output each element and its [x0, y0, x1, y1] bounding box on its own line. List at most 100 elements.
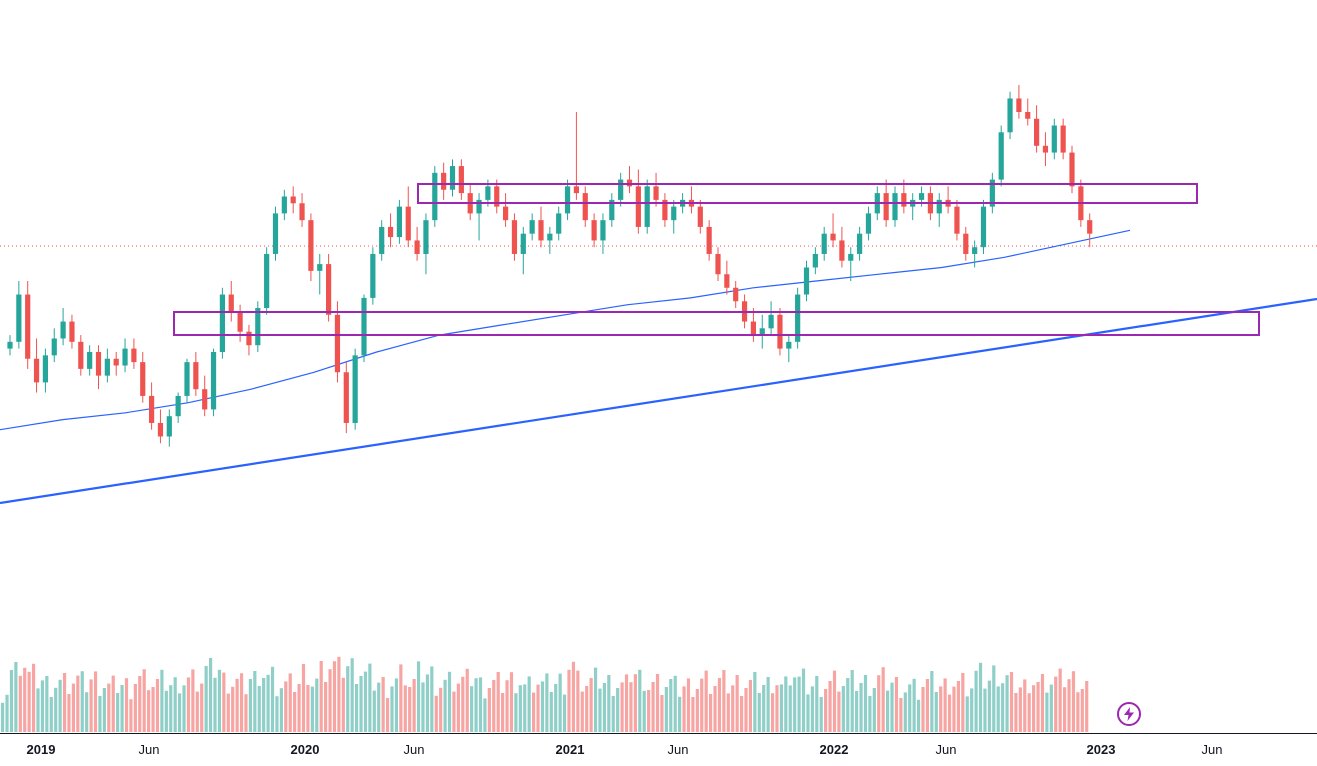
volume-bar — [399, 664, 403, 732]
volume-bar — [301, 664, 306, 732]
volume-bar — [385, 698, 390, 732]
volume-bar — [235, 678, 239, 732]
candle — [7, 335, 13, 356]
candle — [1007, 91, 1013, 140]
candle-body — [892, 193, 898, 221]
candle-body — [175, 395, 181, 417]
candle-body — [449, 166, 456, 190]
volume-bar — [514, 693, 518, 732]
volume-bar — [1067, 679, 1071, 732]
candle-body — [963, 233, 969, 254]
volume-bar — [1058, 668, 1062, 732]
volume-bar — [262, 678, 266, 732]
volume-bar — [965, 696, 969, 732]
candle — [547, 226, 553, 254]
volume-bar — [45, 676, 49, 732]
time-tick-label: Jun — [1202, 742, 1223, 757]
candle — [494, 179, 500, 214]
volume-bar — [390, 686, 394, 732]
volume-bar — [111, 675, 115, 732]
volume-bar — [943, 678, 947, 732]
volume-bar — [678, 696, 682, 732]
volume-bar — [355, 684, 359, 732]
volume-bar — [341, 677, 345, 732]
candle — [131, 338, 137, 369]
volume-bar — [673, 675, 677, 732]
volume-bar — [1001, 683, 1005, 732]
volume-bar — [837, 691, 841, 732]
candle-body — [476, 199, 482, 214]
volume-bar — [1040, 674, 1045, 732]
candle — [582, 186, 588, 227]
volume-bar — [89, 679, 93, 732]
candle-body — [848, 253, 854, 261]
candle-body — [1069, 152, 1075, 187]
candle-body — [733, 287, 739, 302]
candle-body — [423, 220, 429, 254]
volume-bar — [319, 661, 323, 732]
candle-body — [1034, 118, 1040, 146]
volume-bar — [589, 678, 593, 732]
candle-body — [547, 233, 553, 241]
support-trendline[interactable] — [0, 297, 1317, 505]
candle — [255, 301, 261, 352]
volume-bar — [717, 678, 722, 732]
candle — [78, 335, 84, 376]
candle-body — [618, 179, 624, 200]
volume-bar — [204, 666, 208, 732]
candle — [458, 159, 464, 200]
candle-body — [246, 331, 252, 346]
volume-bar — [872, 688, 876, 732]
volume-bar — [598, 688, 602, 732]
volume-bar — [23, 667, 27, 732]
volume-bar — [558, 673, 562, 732]
candle — [414, 226, 420, 261]
candle-body — [140, 362, 146, 396]
candle — [989, 172, 995, 214]
volume-bar — [284, 681, 288, 732]
support-zone-box[interactable] — [173, 311, 1260, 336]
candle — [308, 213, 314, 281]
volume-bar — [200, 683, 204, 732]
volume-bar — [793, 677, 797, 732]
lightning-bolt-icon[interactable] — [1117, 702, 1141, 726]
resistance-zone-box[interactable] — [417, 183, 1198, 204]
volume-bar — [987, 680, 991, 732]
candle — [33, 338, 40, 393]
volume-bar — [31, 663, 36, 732]
candle — [51, 328, 57, 363]
candle-body — [883, 193, 889, 221]
candle — [688, 186, 695, 214]
moving-average-line — [0, 229, 1131, 431]
volume-bar — [899, 698, 903, 732]
volume-bar — [961, 673, 965, 732]
candle — [609, 193, 615, 227]
volume-bar — [155, 679, 160, 732]
candle — [998, 125, 1004, 187]
candle — [210, 348, 217, 417]
candle — [503, 193, 509, 227]
candle-body — [25, 294, 31, 359]
candle — [1034, 105, 1040, 153]
candle-body — [529, 220, 535, 234]
volume-bar — [925, 679, 930, 732]
volume-bar — [576, 670, 580, 732]
candle — [573, 112, 579, 200]
candle — [520, 226, 526, 275]
candle-body — [830, 233, 836, 241]
volume-bar — [567, 669, 571, 732]
candle — [441, 162, 447, 200]
volume-bar — [952, 686, 956, 732]
candle — [264, 247, 270, 315]
time-tick-label: Jun — [404, 742, 425, 757]
volume-bar — [784, 676, 788, 732]
volume-bar — [116, 693, 120, 732]
volume-bar — [762, 685, 766, 732]
candle-body — [113, 358, 119, 366]
candle-body — [210, 351, 217, 410]
volume-bar — [434, 695, 438, 732]
candle — [317, 253, 323, 295]
volume-bar — [492, 680, 496, 732]
volume-bar — [425, 674, 429, 732]
